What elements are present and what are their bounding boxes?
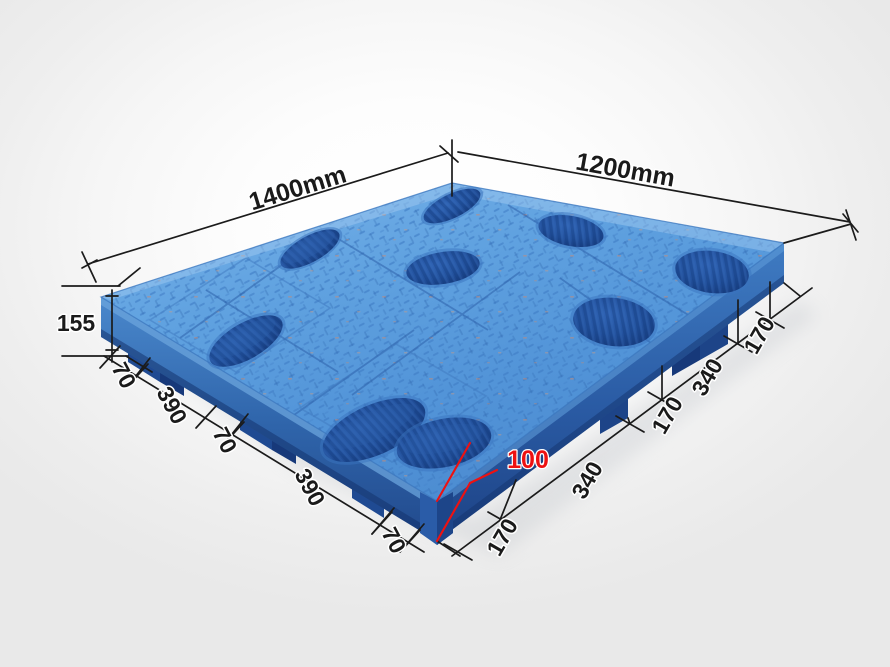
- label-length-1400: 1400mm: [246, 160, 350, 216]
- dimension-width-1200: [457, 151, 859, 244]
- foot-pockets: [206, 186, 752, 472]
- pocket-back-left: [277, 227, 343, 271]
- pocket-back-right: [535, 212, 607, 250]
- dimension-chain-left: [99, 345, 425, 553]
- label-width-1200: 1200mm: [574, 148, 677, 193]
- pocket-front-left: [319, 395, 429, 465]
- pocket-center: [403, 248, 483, 288]
- pallet-skirt-right: [437, 243, 784, 541]
- label-height-155: 155: [57, 310, 96, 336]
- pallet-front-corner: [420, 492, 453, 545]
- pocket-mid-right: [672, 247, 752, 297]
- pocket-mid-left: [206, 312, 286, 370]
- dimension-chain-right: [436, 281, 813, 561]
- pocket-back-mid: [420, 186, 484, 226]
- dimension-height-155: [61, 267, 153, 373]
- dimension-length-1400: [81, 139, 459, 283]
- label-left-70-c: 70: [377, 523, 412, 558]
- pocket-front-mid: [393, 414, 495, 472]
- pocket-front-right: [570, 294, 658, 350]
- label-skirt-height-100: 100: [507, 446, 549, 474]
- dimension-skirt-height-100: [435, 441, 499, 543]
